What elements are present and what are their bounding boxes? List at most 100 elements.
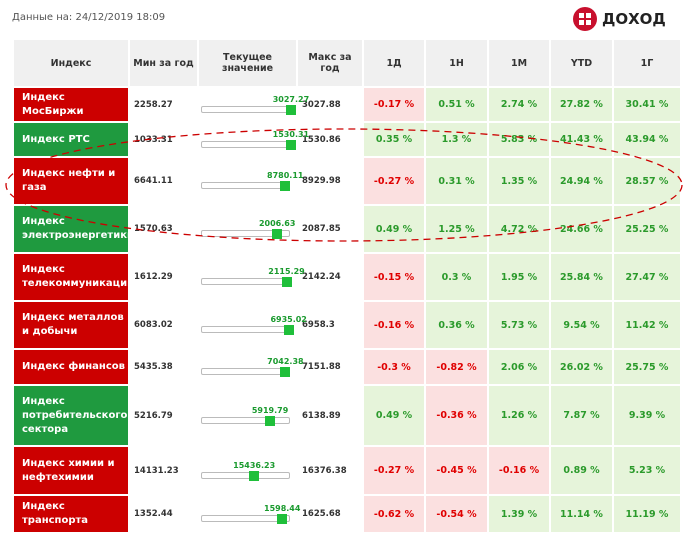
max-value: 16376.38 — [296, 445, 364, 496]
change-percent: 0.3 % — [424, 252, 489, 302]
index-row: Индекс химии и нефтехимии 14131.23 15436.2… — [12, 445, 682, 496]
change-percent: -0.36 % — [424, 384, 489, 447]
min-value: 14131.23 — [128, 445, 199, 496]
index-table: Индекс Мин за год Текущее значение Макс за … — [12, 38, 682, 534]
change-percent: 24.94 % — [549, 156, 614, 206]
change-percent: 1.25 % — [424, 204, 489, 254]
change-percent: 0.49 % — [362, 204, 426, 254]
change-percent: -0.15 % — [362, 252, 426, 302]
current-range: 1598.44 — [197, 494, 301, 534]
column-header: Индекс — [12, 38, 130, 88]
change-percent: -0.17 % — [362, 86, 426, 123]
index-row: Индекс потребительского сектора 5216.79 59… — [12, 384, 682, 447]
change-percent: 1.35 % — [487, 156, 551, 206]
range-track — [201, 416, 290, 424]
current-value: 6935.02 — [270, 315, 307, 324]
column-header: 1Н — [424, 38, 489, 88]
range-track — [201, 278, 290, 285]
min-value: 2258.27 — [128, 86, 199, 123]
current-value: 2115.29 — [268, 267, 305, 276]
current-range: 8780.11 — [197, 156, 303, 206]
index-name: Индекс потребительского сектора — [12, 384, 130, 447]
range-track — [201, 182, 290, 189]
index-row: Индекс МосБиржи 2258.27 3027.27 3027.88 -0.1… — [12, 86, 682, 123]
current-marker — [283, 325, 294, 335]
index-name: Индекс металлов и добычи — [12, 300, 130, 350]
change-percent: 27.47 % — [612, 252, 682, 302]
change-percent: 7.87 % — [549, 384, 614, 447]
index-row: Индекс финансов 5435.38 7042.38 7151.88 -0.3… — [12, 348, 682, 386]
current-range: 3027.27 — [197, 86, 309, 123]
max-value: 6138.89 — [296, 384, 364, 447]
change-percent: 1.3 % — [424, 121, 489, 158]
max-value: 1625.68 — [296, 494, 364, 534]
logo-text: ДОХОД — [602, 10, 666, 28]
max-value: 3027.88 — [296, 86, 364, 123]
current-value: 7042.38 — [267, 357, 304, 366]
index-row: Индекс металлов и добычи 6083.02 6935.02 69… — [12, 300, 682, 350]
index-row: Индекс транспорта 1352.44 1598.44 1625.68 -0… — [12, 494, 682, 534]
current-range: 2006.63 — [197, 204, 298, 254]
change-percent: -0.62 % — [362, 494, 426, 534]
index-row: Индекс телекоммуникаций 1612.29 2115.29 214… — [12, 252, 682, 302]
change-percent: 0.31 % — [424, 156, 489, 206]
index-name: Индекс РТС — [12, 121, 130, 158]
current-value: 5919.79 — [251, 405, 289, 415]
change-percent: -0.16 % — [487, 445, 551, 496]
index-name: Индекс телекоммуникаций — [12, 252, 134, 302]
index-row: Индекс электроэнергетики 1570.63 2006.63 20… — [12, 204, 682, 254]
change-percent: 0.35 % — [362, 121, 426, 158]
current-value: 3027.27 — [272, 94, 310, 104]
change-percent: 43.94 % — [612, 121, 682, 158]
max-value: 1530.86 — [296, 121, 364, 158]
min-value: 6641.11 — [128, 156, 199, 206]
current-value: 1598.44 — [264, 504, 301, 513]
change-percent: -0.27 % — [362, 156, 426, 206]
change-percent: -0.45 % — [424, 445, 489, 496]
current-marker — [272, 229, 283, 239]
change-percent: 1.26 % — [487, 384, 551, 447]
max-value: 8929.98 — [296, 156, 364, 206]
change-percent: 1.95 % — [487, 252, 551, 302]
index-name: Индекс финансов — [12, 348, 130, 386]
change-percent: 5.73 % — [487, 300, 551, 350]
change-percent: 2.74 % — [487, 86, 551, 123]
change-percent: 25.25 % — [612, 204, 682, 254]
index-name: Индекс МосБиржи — [12, 86, 130, 123]
current-value: 1530.31 — [272, 129, 310, 139]
column-header: 1М — [487, 38, 551, 88]
change-percent: 5.23 % — [612, 445, 682, 496]
change-percent: 25.84 % — [549, 252, 614, 302]
change-percent: 1.39 % — [487, 494, 551, 534]
index-row: Индекс нефти и газа 6641.11 8780.11 8929.98… — [12, 156, 682, 206]
column-header: 1Д — [362, 38, 426, 88]
change-percent: 27.82 % — [549, 86, 614, 123]
column-header: YTD — [549, 38, 614, 88]
max-value: 2142.24 — [296, 252, 364, 302]
logo-icon — [573, 7, 597, 31]
change-percent: 24.66 % — [549, 204, 614, 254]
column-header: 1Г — [612, 38, 682, 88]
min-value: 1352.44 — [128, 494, 199, 534]
current-value: 8780.11 — [267, 171, 304, 180]
range-track — [201, 368, 290, 375]
max-value: 2087.85 — [296, 204, 364, 254]
min-value: 6083.02 — [128, 300, 199, 350]
change-percent: -0.3 % — [362, 348, 426, 386]
current-marker — [280, 367, 291, 377]
change-percent: 0.89 % — [549, 445, 614, 496]
change-percent: 2.06 % — [487, 348, 551, 386]
min-value: 5435.38 — [128, 348, 199, 386]
min-value: 1612.29 — [128, 252, 199, 302]
change-percent: -0.27 % — [362, 445, 426, 496]
index-name: Индекс транспорта — [12, 494, 130, 534]
change-percent: 5.83 % — [487, 121, 551, 158]
index-name: Индекс нефти и газа — [12, 156, 130, 206]
change-percent: 30.41 % — [612, 86, 682, 123]
current-range: 7042.38 — [197, 348, 304, 386]
change-percent: 25.75 % — [612, 348, 682, 386]
range-track — [201, 105, 290, 113]
current-value: 2006.63 — [258, 219, 296, 228]
change-percent: 11.42 % — [612, 300, 682, 350]
